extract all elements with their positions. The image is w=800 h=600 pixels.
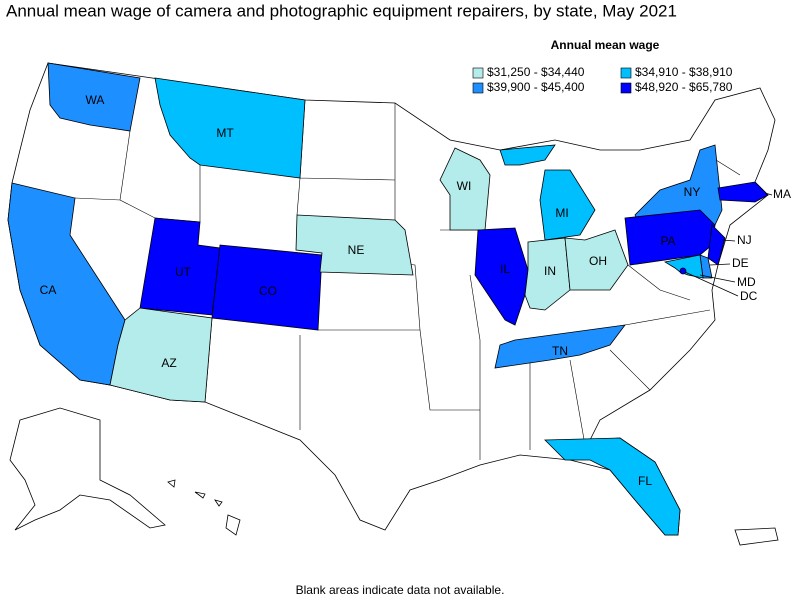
alaska [9, 407, 166, 531]
state-shape [679, 267, 687, 275]
legend-swatch [620, 82, 632, 94]
state-label: IN [544, 264, 556, 278]
state-label: NE [348, 243, 365, 257]
state-shape [717, 181, 769, 203]
state-label: DC [740, 289, 758, 303]
footnote: Blank areas indicate data not available. [296, 583, 505, 597]
state-label: MA [773, 187, 791, 201]
legend: $31,250 - $34,440 $34,910 - $38,910 $39,90… [472, 65, 733, 94]
legend-swatch [472, 67, 484, 79]
state-label: CA [40, 283, 57, 297]
state-label: PA [660, 234, 675, 248]
state-label: TN [552, 344, 568, 358]
state-shape [474, 227, 529, 326]
state-label: AZ [161, 356, 176, 370]
legend-swatch [472, 82, 484, 94]
state-shape [494, 324, 626, 369]
state-label: CO [259, 284, 277, 298]
title: Annual mean wage of camera and photograp… [6, 1, 677, 20]
hawaii [167, 479, 241, 536]
state-label: MI [555, 206, 568, 220]
state-shape [663, 254, 704, 279]
state-label: FL [638, 474, 652, 488]
state-label: WI [457, 179, 472, 193]
state-shape [109, 307, 213, 403]
state-shape [47, 62, 141, 132]
state-shape [544, 437, 681, 536]
state-label: IL [500, 262, 510, 276]
state-label: MT [216, 126, 234, 140]
state-shape [211, 244, 323, 331]
leader-lines [684, 192, 773, 297]
legend-label: $39,900 - $45,400 [487, 80, 585, 94]
puerto-rico [734, 527, 779, 546]
state-label: MD [737, 275, 756, 289]
state-label: WA [86, 93, 105, 107]
state-shape [564, 229, 629, 291]
legend-label: $31,250 - $34,440 [487, 65, 585, 79]
legend-label: $34,910 - $38,910 [635, 65, 733, 79]
state-shape [295, 214, 414, 276]
legend-swatch [620, 67, 632, 79]
state-label: NJ [737, 233, 752, 247]
state-label: UT [175, 265, 192, 279]
state-shape [154, 77, 306, 179]
state-shape [499, 144, 596, 241]
states [7, 62, 769, 536]
state-labels: WA MT CA UT CO NE AZ WI MI IL IN OH TN N… [40, 93, 791, 488]
state-shape [439, 147, 491, 231]
state-label: NY [684, 185, 701, 199]
legend-label: $48,920 - $65,780 [635, 80, 733, 94]
state-label: DE [732, 256, 749, 270]
legend-title: Annual mean wage [551, 38, 660, 52]
state-label: OH [589, 254, 607, 268]
us-outline [7, 62, 776, 536]
